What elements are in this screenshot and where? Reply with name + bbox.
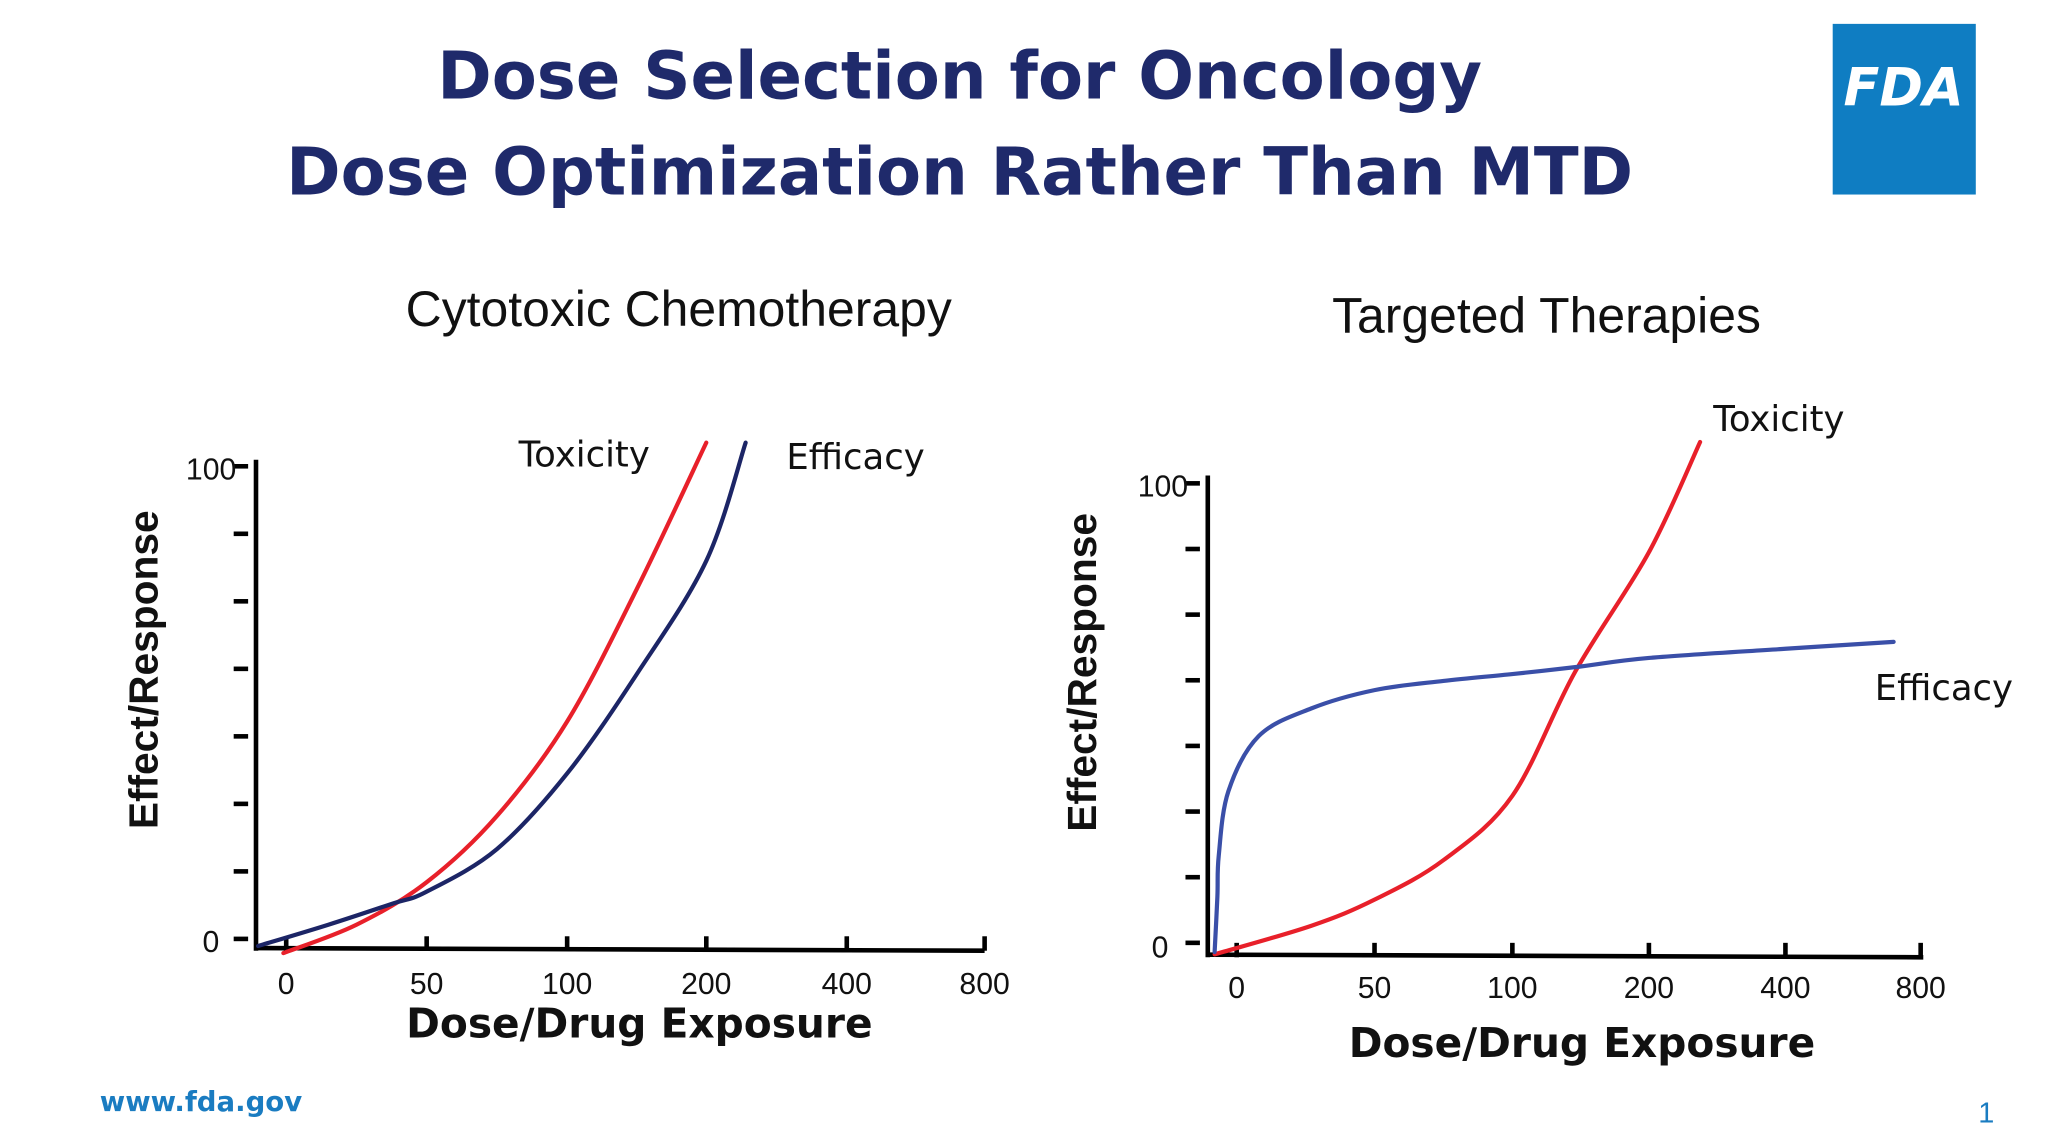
footer-url[interactable]: www.fda.gov [100,1086,302,1118]
chart-title: Targeted Therapies [1332,287,1761,343]
y-tick-label-0: 0 [202,926,219,959]
series-label-toxicity: Toxicity [1712,399,1844,440]
series-line-efficacy [255,440,748,949]
fda-logo: FDA [1832,23,1976,195]
x-tick-label: 200 [681,968,731,1001]
page-number: 1 [1978,1098,1994,1130]
x-axis-line [255,945,985,954]
series-label-efficacy: Efficacy [786,437,924,478]
y-tick-label-0: 0 [1152,931,1169,964]
y-axis-title: Effect/Response [1059,513,1105,832]
x-tick-label: 800 [959,968,1009,1001]
fda-logo-background [1832,23,1976,195]
x-tick-label: 400 [1760,972,1810,1005]
x-axis-title: Dose/Drug Exposure [1349,1019,1815,1067]
chart-cytotoxic-chemotherapy: Cytotoxic Chemotherapy 100 0 0 50 100 200 400 80… [121,281,1010,1048]
fda-logo-text: FDA [1844,57,1964,118]
chart-title: Cytotoxic Chemotherapy [406,281,952,337]
series-line-efficacy [1212,639,1896,955]
y-tick-label-100: 100 [1138,470,1188,503]
series-line-toxicity [281,440,709,956]
slide-title-line-1: Dose Selection for Oncology [437,39,1482,115]
series-label-efficacy: Efficacy [1875,668,2013,709]
x-tick-label: 100 [1487,972,1537,1005]
x-tick-label: 0 [1228,972,1245,1005]
x-axis-line [1207,952,1924,960]
series-line-toxicity [1212,439,1703,957]
series-label-toxicity: Toxicity [518,434,650,475]
x-tick-label: 50 [410,968,444,1001]
y-tick-label-100: 100 [186,453,236,486]
x-tick-label: 0 [278,968,295,1001]
x-tick-label: 200 [1624,972,1674,1005]
x-tick-label: 800 [1895,972,1945,1005]
x-tick-label: 400 [822,968,872,1001]
x-tick-label: 50 [1358,972,1392,1005]
y-axis-title: Effect/Response [121,510,167,829]
x-tick-label: 100 [542,968,592,1001]
chart-targeted-therapies: Targeted Therapies 100 0 0 50 100 200 400 800 Eff… [1059,287,2013,1067]
x-axis-title: Dose/Drug Exposure [406,999,872,1047]
slide-title-line-2: Dose Optimization Rather Than MTD [286,135,1633,211]
